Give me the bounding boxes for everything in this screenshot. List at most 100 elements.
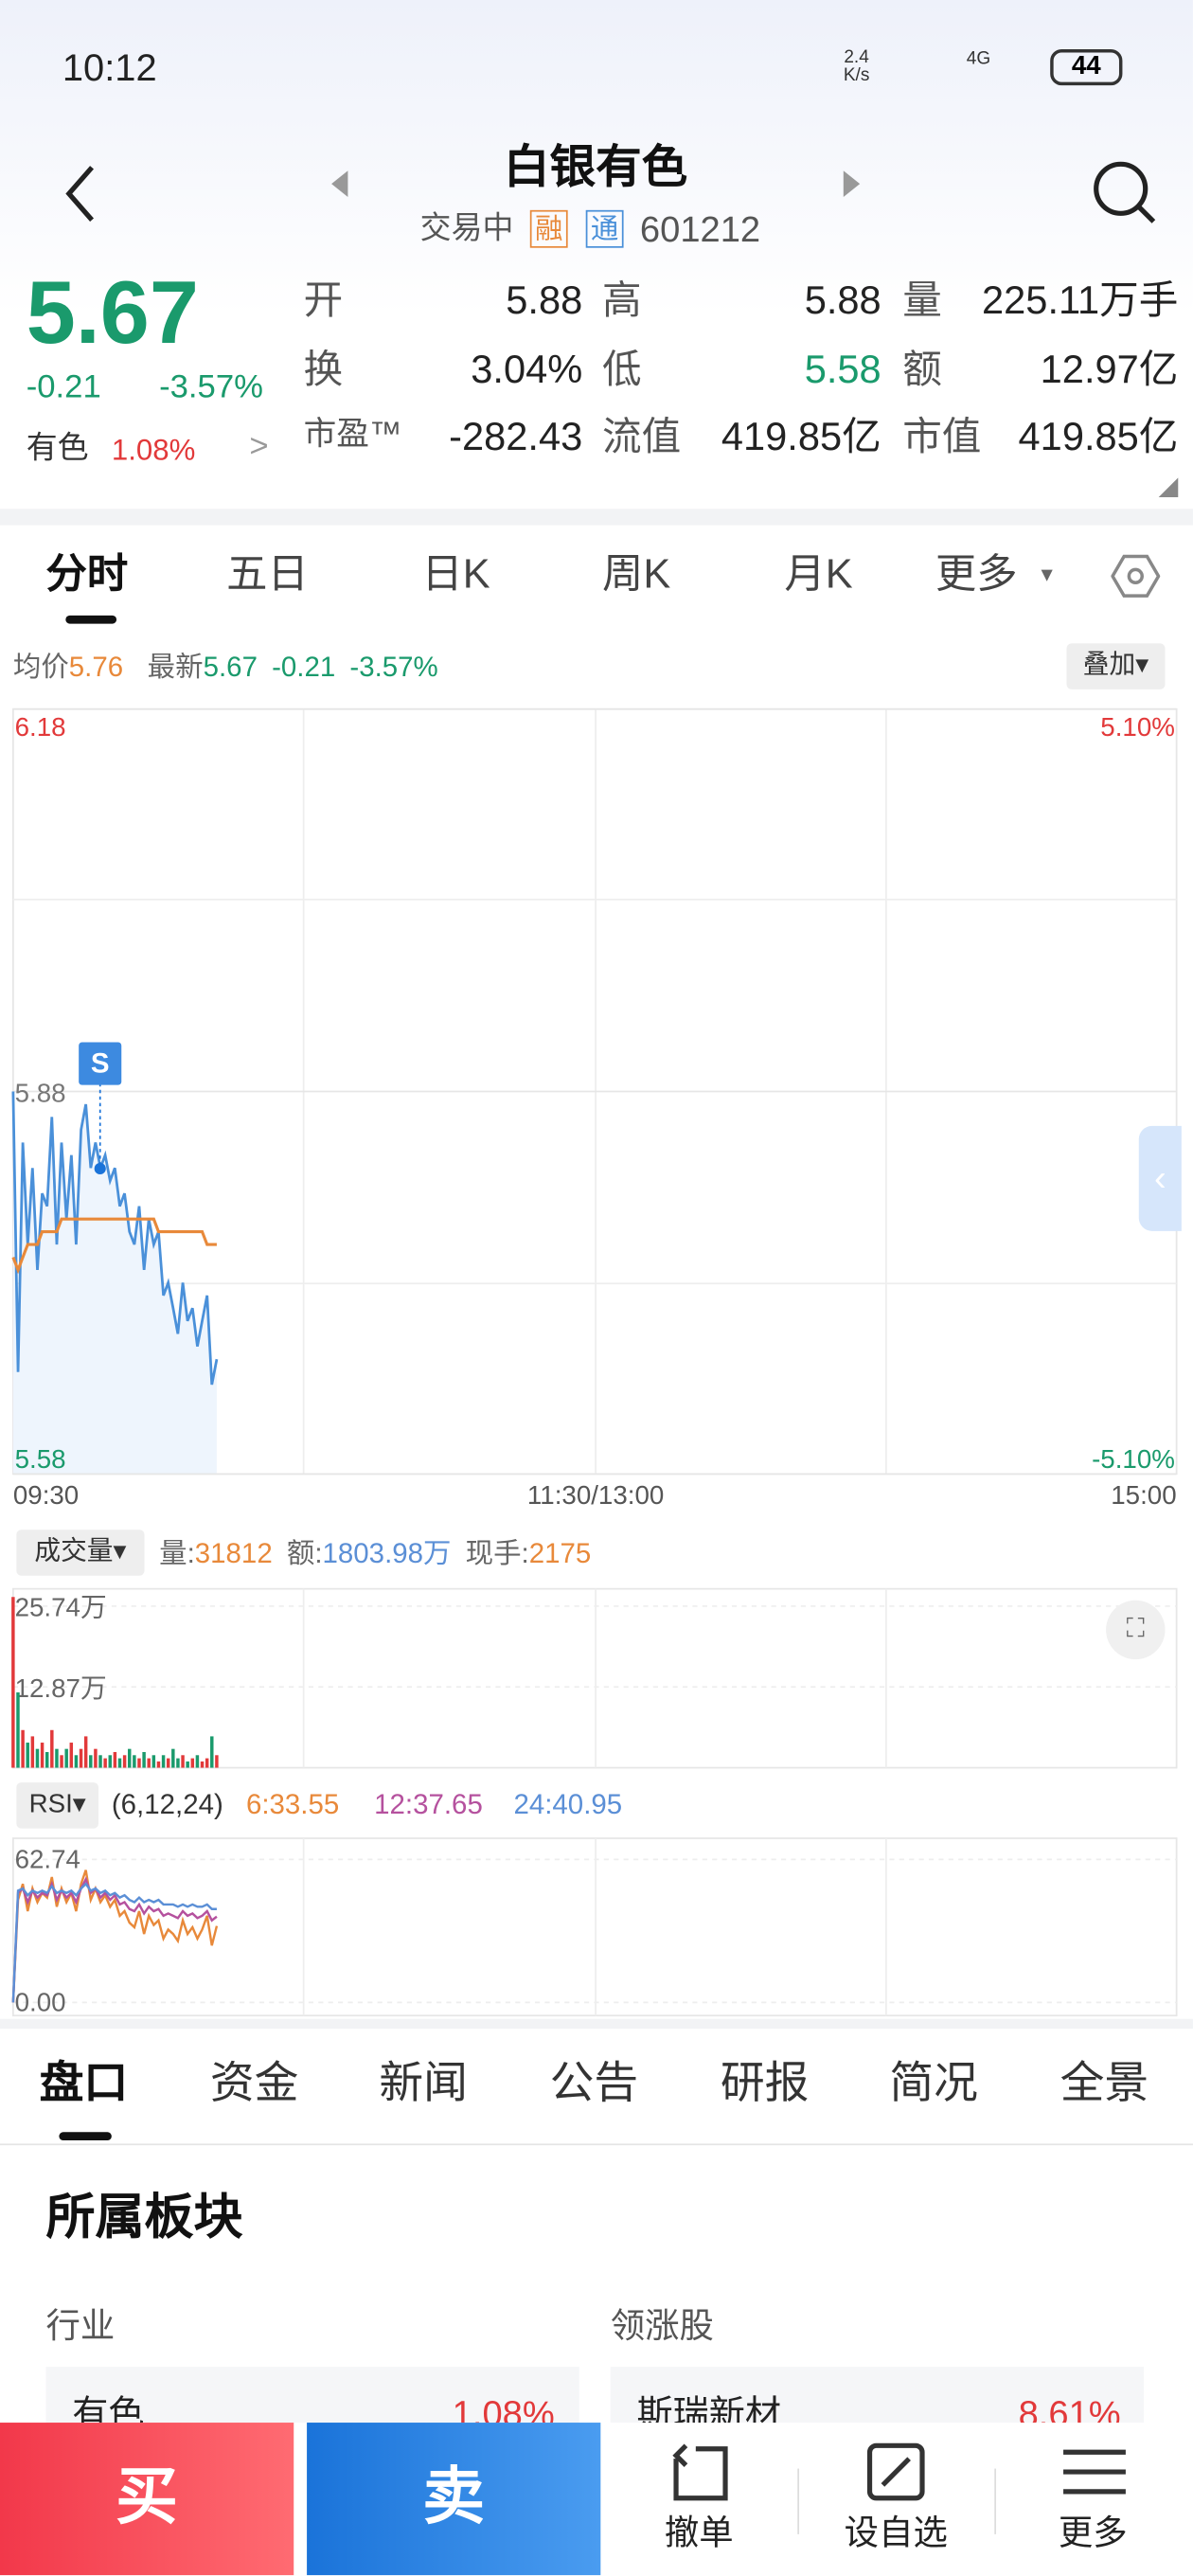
stat-label: 低	[602, 348, 642, 393]
volume-bar	[133, 1755, 136, 1768]
volume-bar	[161, 1755, 166, 1768]
amount-label: 额:	[286, 1537, 323, 1569]
clock: 10:12	[62, 45, 157, 89]
stat-label: 额	[902, 348, 942, 393]
buy-button[interactable]: 买	[0, 2423, 294, 2576]
prev-stock[interactable]	[329, 170, 351, 199]
latest-change-pct: -3.57%	[349, 652, 438, 683]
net-speed-unit: K/s	[843, 65, 870, 86]
stat-value: 3.04%	[471, 348, 583, 393]
separator	[0, 509, 1193, 526]
volume-bar	[142, 1751, 146, 1768]
period-tab[interactable]: 月K	[784, 551, 853, 598]
latest-change: -0.21	[272, 652, 336, 683]
action-label[interactable]: 设自选	[844, 2514, 948, 2552]
volume-selector-label: 成交量	[34, 1537, 114, 1566]
sector-name[interactable]: 有色	[26, 431, 89, 467]
volume-bar	[26, 1743, 29, 1768]
volume-bar	[195, 1755, 200, 1768]
volume-bar	[190, 1758, 195, 1768]
volume-bar	[128, 1748, 132, 1768]
volume-bar	[156, 1761, 161, 1768]
info-tab[interactable]: 全景	[1059, 2058, 1149, 2108]
back-button[interactable]	[59, 161, 105, 226]
volume-bar	[74, 1755, 79, 1768]
dropdown-caret: ▼	[1037, 563, 1057, 586]
period-tab[interactable]: 日K	[421, 551, 490, 598]
info-tab[interactable]: 新闻	[379, 2058, 468, 2108]
volume-bar	[113, 1751, 117, 1768]
y-tick-label: 0.00	[15, 1987, 66, 2016]
expand-corner[interactable]	[1158, 477, 1179, 498]
rsi-line	[11, 1876, 218, 2003]
volume-bar	[210, 1736, 214, 1768]
stat-value: 225.11万手	[982, 278, 1179, 324]
period-tab[interactable]: 分时	[45, 551, 129, 598]
period-tab[interactable]: 五日	[226, 551, 309, 598]
volume-bar	[200, 1761, 205, 1768]
sell-button[interactable]: 卖	[307, 2423, 601, 2576]
stock-name: 白银有色	[504, 141, 688, 192]
hand-value: 2175	[528, 1537, 592, 1569]
rsi-selector[interactable]: RSI▾	[16, 1782, 98, 1829]
stat-label: 市盈™	[303, 417, 402, 454]
watchlist-icon	[866, 2442, 925, 2501]
signal-dot	[94, 1162, 106, 1175]
badge-margin: 融	[529, 209, 568, 248]
volume-selector[interactable]: 成交量▾	[16, 1530, 145, 1576]
volume-bar	[137, 1758, 141, 1768]
volume-bar	[166, 1758, 170, 1768]
y-tick-label: 5.58	[15, 1444, 66, 1474]
volume-bar	[98, 1755, 102, 1768]
overlay-label: 叠加	[1082, 652, 1136, 680]
rsi-legend-item: 24:40.95	[513, 1789, 623, 1821]
volume-bar	[16, 1692, 20, 1768]
pct-tick-label: 5.10%	[1100, 712, 1175, 742]
volume-bar	[60, 1755, 63, 1768]
period-tab[interactable]: 更多	[935, 551, 1018, 598]
volume-bar	[151, 1755, 156, 1768]
header-bg	[0, 0, 1193, 526]
section-title: 所属板块	[45, 2191, 243, 2245]
tab-underline	[65, 615, 117, 624]
info-tab[interactable]: 资金	[209, 2058, 299, 2108]
volume-bar	[40, 1743, 45, 1768]
period-tab[interactable]: 周K	[602, 551, 671, 598]
divider	[0, 2143, 1193, 2146]
stat-value: 419.85亿	[721, 415, 881, 460]
action-label[interactable]: 更多	[1058, 2514, 1128, 2552]
signal-badge	[79, 1042, 122, 1085]
net-speed: 2.4 K/s	[843, 47, 870, 86]
volume-bar	[79, 1748, 83, 1768]
info-tab[interactable]: 研报	[720, 2058, 810, 2108]
y-tick-label: 25.74万	[15, 1593, 107, 1622]
sector-arrow: >	[249, 428, 269, 465]
stat-value: 5.88	[506, 278, 583, 324]
volume-bar	[83, 1736, 88, 1768]
y-tick-label: 12.87万	[15, 1673, 107, 1703]
search-button[interactable]	[1090, 157, 1159, 226]
info-tab[interactable]: 公告	[549, 2058, 639, 2108]
fullscreen-button[interactable]: ⛶	[1106, 1600, 1166, 1660]
next-stock[interactable]	[840, 170, 863, 199]
stat-label: 换	[303, 348, 344, 393]
overlay-button[interactable]: 叠加▾	[1066, 643, 1166, 689]
leaders-label: 领涨股	[610, 2307, 714, 2346]
info-tab[interactable]: 简况	[889, 2058, 978, 2108]
side-drawer-tab[interactable]: ‹	[1138, 1125, 1182, 1231]
hand-label: 现手:	[465, 1537, 529, 1569]
volume-label: 量:	[159, 1537, 195, 1569]
stat-value: 12.97亿	[1040, 348, 1179, 393]
settings-hex[interactable]	[1111, 551, 1161, 600]
average-line	[11, 1217, 217, 1275]
action-label[interactable]: 撤单	[664, 2514, 734, 2552]
signal-label: S	[91, 1048, 110, 1080]
y-tick-label: 5.88	[15, 1078, 66, 1107]
info-tab[interactable]: 盘口	[39, 2058, 129, 2108]
net-speed-value: 2.4	[844, 47, 869, 68]
volume-bar	[186, 1761, 189, 1768]
volume-bar	[55, 1748, 59, 1768]
avg-label: 均价	[12, 652, 69, 683]
time-label: 15:00	[1111, 1480, 1176, 1510]
volume-bar	[171, 1748, 175, 1768]
